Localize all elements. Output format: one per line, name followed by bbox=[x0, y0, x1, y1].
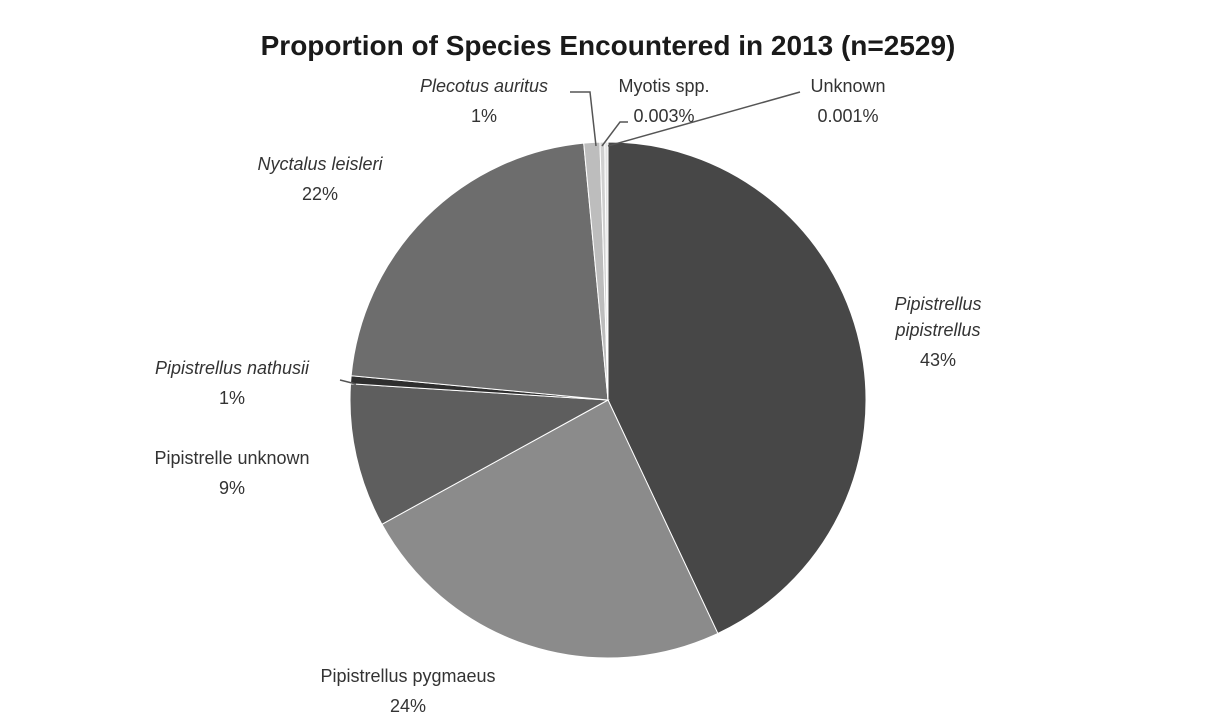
pie-slice-pipistrelle-unknown bbox=[349, 383, 610, 525]
pie-slice-pipistrellus-pygmaeus bbox=[381, 399, 719, 659]
slice-label-percent: 22% bbox=[302, 184, 338, 204]
slice-label-nyctalus-leisleri: Nyctalus leisleri 22% bbox=[257, 154, 383, 204]
slice-label-name: Pipistrellus nathusii bbox=[155, 358, 310, 378]
pie-slice-pipistrellus-pipistrellus bbox=[607, 141, 867, 635]
slice-label-name: Plecotus auritus bbox=[420, 76, 548, 96]
slice-label-percent: 9% bbox=[219, 478, 245, 498]
pie-slice-nyctalus-leisleri bbox=[350, 142, 609, 401]
leader-line-unknown bbox=[607, 91, 801, 147]
slice-label-name: Pipistrellus pygmaeus bbox=[320, 666, 495, 686]
leader-line-myotis-spp bbox=[601, 121, 628, 147]
slice-label-percent: 1% bbox=[471, 106, 497, 126]
slice-label-percent: 1% bbox=[219, 388, 245, 408]
slice-label-pipistrellus-nathusii: Pipistrellus nathusii 1% bbox=[155, 358, 310, 408]
slice-label-percent: 0.001% bbox=[817, 106, 878, 126]
leader-line-plecotus-auritus bbox=[570, 91, 597, 147]
slice-label-name: Myotis spp. bbox=[618, 76, 709, 96]
slice-label-percent: 43% bbox=[920, 350, 956, 370]
slice-label-name: Pipistrellus bbox=[894, 294, 981, 314]
slice-label-name: Nyctalus leisleri bbox=[257, 154, 383, 174]
slice-label-unknown: Unknown 0.001% bbox=[810, 76, 885, 126]
chart-title: Proportion of Species Encountered in 201… bbox=[261, 30, 956, 61]
slice-label-pipistrellus-pipistrellus: Pipistrellus pipistrellus 43% bbox=[894, 294, 981, 370]
slice-labels: Pipistrellus pipistrellus 43% Pipistrellus … bbox=[154, 76, 981, 716]
slice-label-pipistrellus-pygmaeus: Pipistrellus pygmaeus 24% bbox=[320, 666, 495, 716]
slice-label-name: Unknown bbox=[810, 76, 885, 96]
slice-label-percent: 24% bbox=[390, 696, 426, 716]
slice-label-pipistrelle-unknown: Pipistrelle unknown 9% bbox=[154, 448, 309, 498]
label-leader-lines bbox=[339, 91, 801, 385]
slice-label-percent: 0.003% bbox=[633, 106, 694, 126]
slice-label-plecotus-auritus: Plecotus auritus 1% bbox=[420, 76, 548, 126]
pie-slices bbox=[349, 141, 867, 659]
slice-label-name: pipistrellus bbox=[894, 320, 980, 340]
leader-line-pipistrellus-nathusii bbox=[339, 379, 357, 385]
slice-label-myotis-spp: Myotis spp. 0.003% bbox=[618, 76, 709, 126]
slice-label-name: Pipistrelle unknown bbox=[154, 448, 309, 468]
